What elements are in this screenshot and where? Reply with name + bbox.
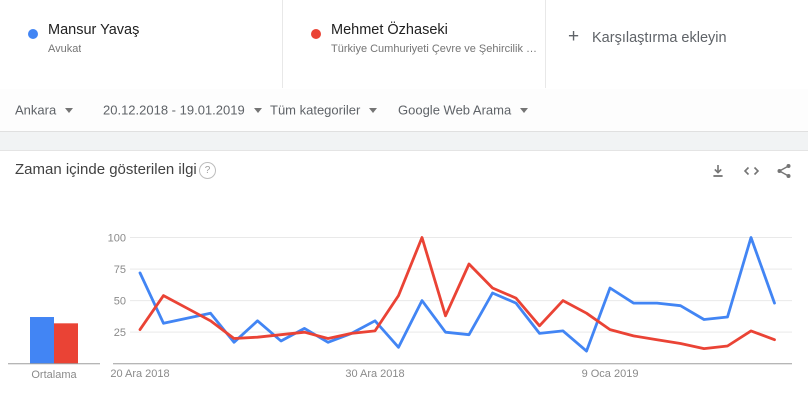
term-subtitle: Türkiye Cumhuriyeti Çevre ve Şehircilik … (331, 43, 541, 55)
region-filter-dropdown[interactable]: Ankara (15, 89, 74, 131)
filters-bar: Ankara 20.12.2018 - 19.01.2019 Tüm kateg… (0, 89, 808, 132)
y-tick-label: 100 (108, 233, 126, 245)
y-tick-label: 25 (114, 327, 126, 339)
term-card-mansur-yavas[interactable]: Mansur Yavaş Avukat (0, 0, 282, 88)
x-tick-labels: 20 Ara 2018 30 Ara 2018 9 Oca 2019 (110, 368, 638, 380)
term-color-dot-red (311, 29, 321, 39)
average-label: Ortalama (31, 369, 77, 381)
interest-over-time-card: Zaman içinde gösterilen ilgi ? (0, 150, 808, 402)
x-tick-label: 30 Ara 2018 (345, 368, 404, 380)
term-title: Mansur Yavaş (48, 22, 140, 38)
date-range-filter-dropdown[interactable]: 20.12.2018 - 19.01.2019 (103, 89, 262, 131)
help-icon[interactable]: ? (199, 162, 216, 179)
chevron-down-icon (369, 108, 378, 114)
interest-over-time-chart: 25 50 75 100 20 Ara 2018 30 Ara 2018 9 Oca 201… (8, 233, 792, 381)
search-type-filter-dropdown[interactable]: Google Web Arama (398, 89, 529, 131)
category-filter-label: Tüm kategoriler (270, 102, 361, 118)
average-bar-0 (30, 317, 54, 364)
term-subtitle: Avukat (48, 43, 82, 55)
share-icon (777, 164, 791, 178)
term-color-dot-blue (28, 29, 38, 39)
download-button[interactable] (708, 161, 728, 181)
term-title: Mehmet Özhaseki (331, 22, 448, 38)
share-button[interactable] (774, 161, 794, 181)
search-type-filter-label: Google Web Arama (398, 102, 512, 118)
x-tick-label: 20 Ara 2018 (110, 368, 169, 380)
chevron-down-icon (520, 108, 529, 114)
download-icon (713, 165, 723, 177)
y-tick-label: 75 (114, 264, 126, 276)
chevron-down-icon (253, 108, 262, 114)
date-range-filter-label: 20.12.2018 - 19.01.2019 (103, 102, 245, 118)
chart-section-title: Zaman içinde gösterilen ilgi (15, 161, 197, 178)
add-comparison-label: Karşılaştırma ekleyin (592, 30, 727, 46)
series-line-1 (138, 236, 776, 351)
chevron-down-icon (65, 108, 74, 114)
add-comparison-card[interactable]: + Karşılaştırma ekleyin (545, 0, 808, 88)
chart-gridlines: 25 50 75 100 (108, 233, 792, 339)
y-tick-label: 50 (114, 296, 126, 308)
average-bars: Ortalama (8, 317, 100, 381)
average-bar-1 (54, 323, 78, 364)
category-filter-dropdown[interactable]: Tüm kategoriler (270, 89, 378, 131)
series-line-0 (138, 236, 776, 353)
chart-toolbar (708, 161, 794, 181)
x-tick-label: 9 Oca 2019 (582, 368, 639, 380)
region-filter-label: Ankara (15, 102, 57, 118)
term-card-mehmet-ozhaseki[interactable]: Mehmet Özhaseki Türkiye Cumhuriyeti Çevr… (282, 0, 545, 88)
search-terms-bar: Mansur Yavaş Avukat Mehmet Özhaseki Türk… (0, 0, 808, 90)
embed-button[interactable] (741, 161, 761, 181)
embed-icon (743, 166, 759, 176)
plus-icon: + (568, 26, 580, 47)
